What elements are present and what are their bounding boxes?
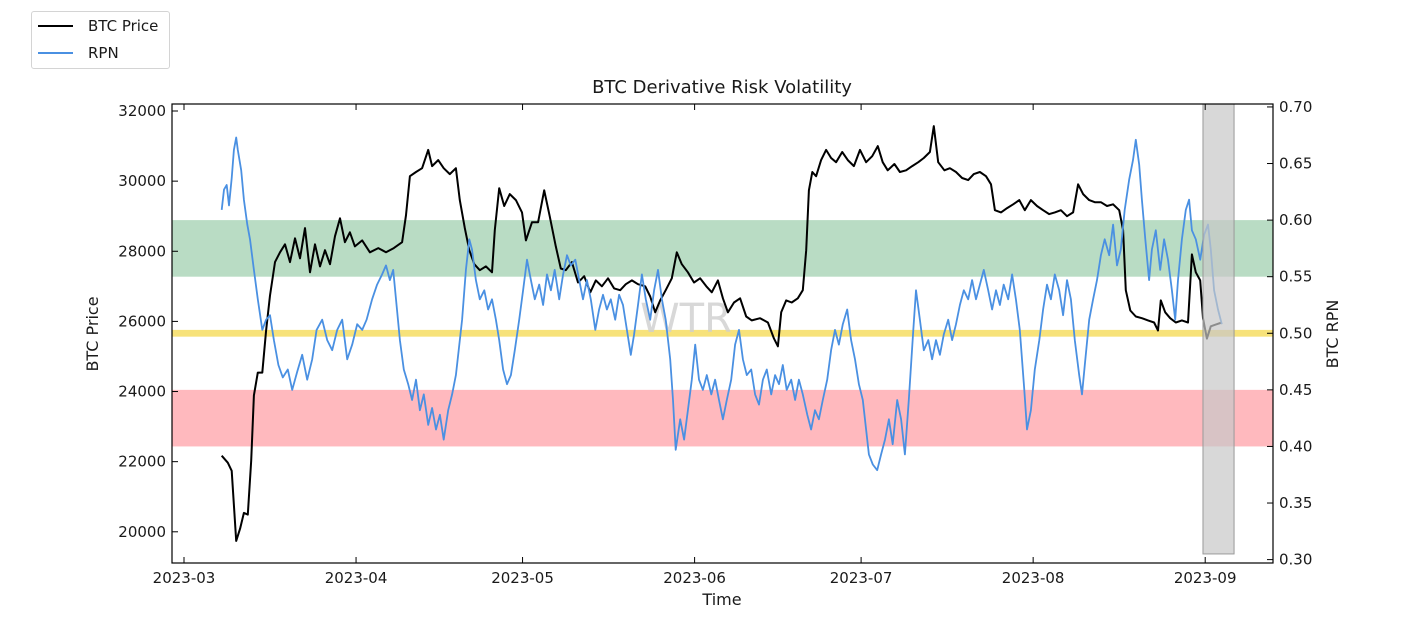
legend-item-btc-price: BTC Price <box>32 15 158 37</box>
y-tick-label: 28000 <box>118 242 166 260</box>
series-line-btc-price <box>220 125 1223 542</box>
y-tick-label: 26000 <box>118 312 166 330</box>
y2-tick-label: 0.60 <box>1279 211 1312 229</box>
y2-tick-label: 0.30 <box>1279 551 1312 569</box>
y-tick-label: 30000 <box>118 172 166 190</box>
chart-title: BTC Derivative Risk Volatility <box>592 77 852 98</box>
legend-item-rpn: RPN <box>32 42 119 64</box>
y2-tick-label: 0.50 <box>1279 324 1312 342</box>
legend: BTC Price RPN <box>31 11 170 69</box>
y-axis-label: BTC Price <box>83 296 102 371</box>
x-tick-label: 2023-05 <box>491 569 554 587</box>
watermark: WTR <box>640 296 732 342</box>
y-tick-label: 22000 <box>118 453 166 471</box>
highlight-layer <box>1202 103 1235 555</box>
y2-tick-label: 0.55 <box>1279 268 1312 286</box>
y-tick-label: 24000 <box>118 383 166 401</box>
neutral-band <box>172 329 1273 337</box>
y2-tick-label: 0.65 <box>1279 155 1312 173</box>
x-tick-label: 2023-07 <box>830 569 893 587</box>
x-tick-label: 2023-06 <box>663 569 726 587</box>
series-layer <box>220 125 1223 542</box>
legend-label-btc-price: BTC Price <box>88 17 159 35</box>
y2-axis-label: BTC RPN <box>1323 300 1342 369</box>
y2-tick-label: 0.40 <box>1279 437 1312 455</box>
high-risk-band <box>172 220 1273 277</box>
y-axis-left: 20000 22000 24000 26000 28000 30000 32000 <box>118 102 178 541</box>
y-tick-label: 32000 <box>118 102 166 120</box>
y2-tick-label: 0.70 <box>1279 98 1312 116</box>
legend-label-rpn: RPN <box>88 44 119 62</box>
highlight-region <box>1202 103 1235 555</box>
x-tick-label: 2023-04 <box>325 569 388 587</box>
legend-swatch-rpn <box>38 52 73 54</box>
y2-tick-label: 0.45 <box>1279 381 1312 399</box>
x-axis: 2023-03 2023-04 2023-05 2023-06 2023-07 2023-… <box>153 104 1237 587</box>
y-tick-label: 20000 <box>118 523 166 541</box>
series-line-rpn <box>220 136 1223 472</box>
x-tick-label: 2023-08 <box>1002 569 1065 587</box>
x-axis-label: Time <box>701 590 741 609</box>
x-tick-label: 2023-09 <box>1174 569 1237 587</box>
legend-swatch-btc-price <box>38 25 73 27</box>
y-axis-right: 0.30 0.35 0.40 0.45 0.50 0.55 0.60 0.65 0.70 <box>1267 98 1312 569</box>
x-tick-label: 2023-03 <box>153 569 216 587</box>
y2-tick-label: 0.35 <box>1279 494 1312 512</box>
